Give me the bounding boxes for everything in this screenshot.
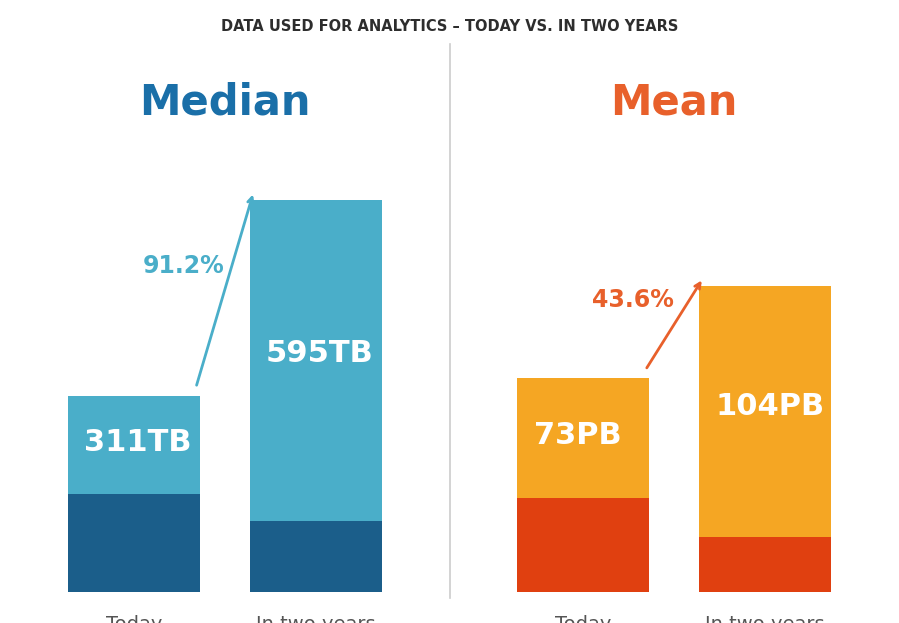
Bar (517, 498, 649, 592)
Bar (517, 378, 649, 498)
Bar (699, 537, 832, 592)
Text: Today: Today (555, 616, 611, 623)
Bar (699, 286, 832, 537)
Text: 104PB: 104PB (716, 392, 824, 421)
Text: 43.6%: 43.6% (592, 288, 674, 312)
Bar (250, 521, 382, 592)
Text: 91.2%: 91.2% (143, 254, 224, 278)
Text: 595TB: 595TB (266, 340, 374, 368)
Text: In two years: In two years (706, 616, 825, 623)
Text: Today: Today (105, 616, 162, 623)
Text: In two years: In two years (256, 616, 376, 623)
Bar (250, 199, 382, 521)
Text: DATA USED FOR ANALYTICS – TODAY VS. IN TWO YEARS: DATA USED FOR ANALYTICS – TODAY VS. IN T… (221, 19, 678, 34)
Text: Median: Median (139, 82, 310, 124)
Text: 311TB: 311TB (85, 428, 191, 457)
Bar (67, 494, 200, 592)
Text: Mean: Mean (610, 82, 738, 124)
Bar (67, 396, 200, 494)
Text: 73PB: 73PB (534, 421, 621, 450)
